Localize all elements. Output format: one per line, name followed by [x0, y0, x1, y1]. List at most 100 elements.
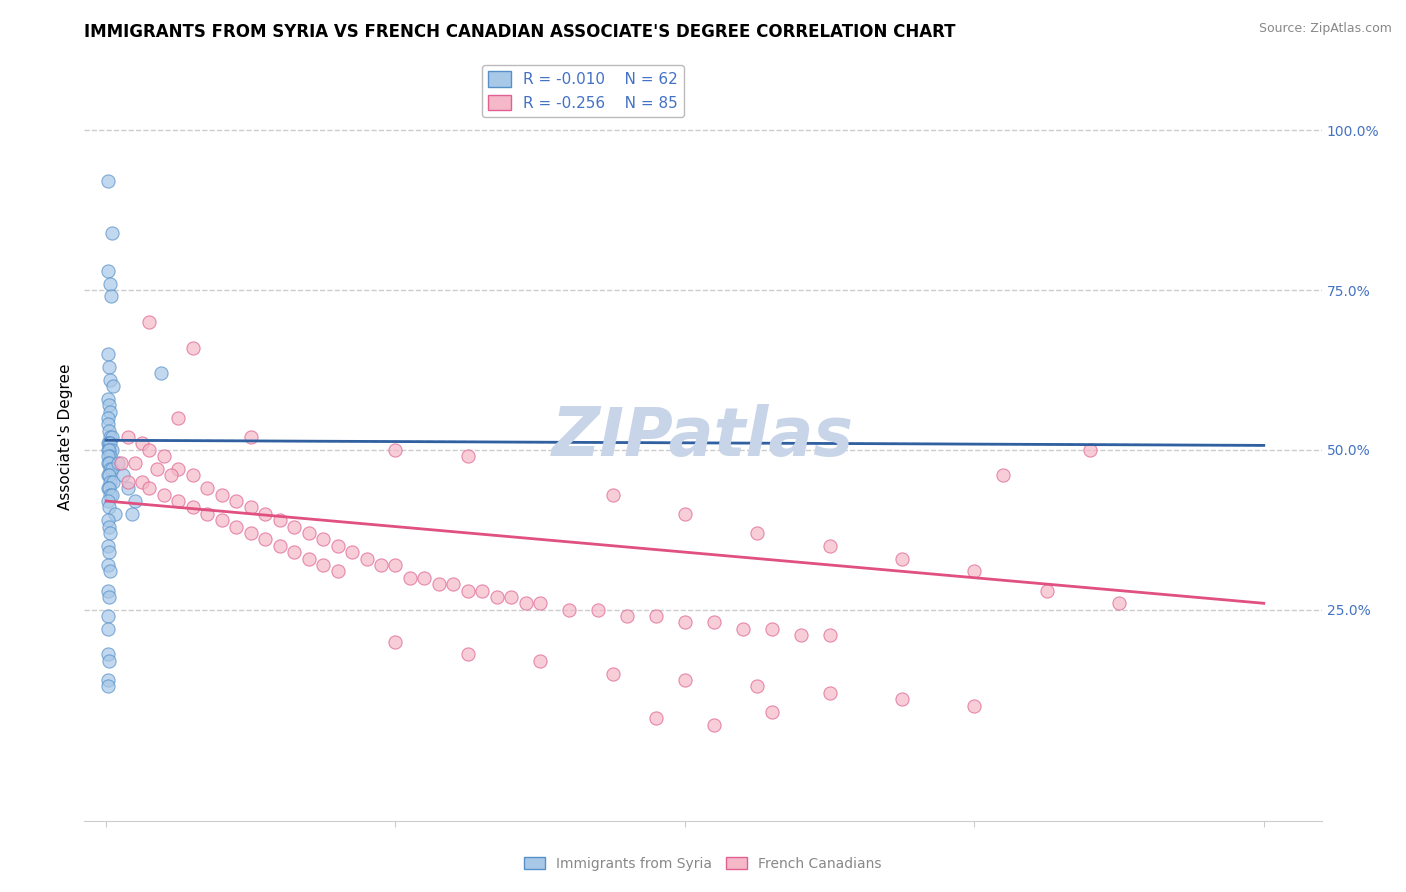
Point [167, 410, 190, 425]
Point [117, 481, 139, 495]
Point [515, 596, 537, 610]
Point [100, 526, 122, 541]
Point [100, 404, 122, 418]
Point [471, 583, 494, 598]
Point [399, 571, 422, 585]
Point [138, 315, 160, 329]
Point [101, 430, 124, 444]
Point [993, 468, 1015, 483]
Point [501, 590, 523, 604]
Y-axis label: Associate's Degree: Associate's Degree [58, 364, 73, 510]
Point [97, 468, 120, 483]
Point [131, 436, 153, 450]
Point [96, 264, 118, 278]
Point [818, 686, 841, 700]
Point [195, 481, 218, 495]
Point [673, 673, 696, 687]
Point [97, 424, 120, 438]
Point [283, 545, 305, 559]
Point [96, 680, 118, 694]
Point [96, 436, 118, 450]
Point [100, 450, 122, 464]
Point [101, 442, 124, 457]
Point [891, 551, 914, 566]
Point [602, 487, 624, 501]
Point [891, 692, 914, 706]
Point [97, 545, 120, 559]
Point [747, 526, 769, 541]
Point [96, 417, 118, 432]
Point [384, 442, 406, 457]
Point [298, 551, 321, 566]
Point [121, 507, 143, 521]
Point [703, 615, 725, 630]
Point [101, 226, 124, 240]
Point [96, 481, 118, 495]
Point [645, 711, 668, 725]
Point [100, 475, 122, 489]
Legend: Immigrants from Syria, French Canadians: Immigrants from Syria, French Canadians [519, 851, 887, 876]
Point [283, 519, 305, 533]
Point [312, 533, 335, 547]
Point [167, 494, 190, 508]
Point [150, 366, 173, 380]
Point [384, 558, 406, 572]
Point [97, 398, 120, 412]
Point [97, 436, 120, 450]
Point [124, 494, 146, 508]
Point [384, 634, 406, 648]
Point [97, 481, 120, 495]
Point [100, 487, 122, 501]
Point [239, 430, 262, 444]
Point [340, 545, 363, 559]
Point [100, 289, 122, 303]
Point [97, 609, 120, 624]
Point [963, 698, 986, 713]
Point [413, 571, 436, 585]
Point [96, 468, 118, 483]
Point [457, 648, 479, 662]
Point [110, 456, 132, 470]
Point [96, 347, 118, 361]
Point [731, 622, 754, 636]
Point [818, 539, 841, 553]
Point [97, 673, 120, 687]
Point [1035, 583, 1057, 598]
Point [529, 596, 551, 610]
Point [211, 513, 233, 527]
Point [1108, 596, 1130, 610]
Point [107, 456, 129, 470]
Point [818, 628, 841, 642]
Point [761, 622, 783, 636]
Point [131, 475, 153, 489]
Point [96, 539, 118, 553]
Point [153, 450, 176, 464]
Point [138, 481, 160, 495]
Point [100, 565, 122, 579]
Point [326, 539, 349, 553]
Legend: R = -0.010    N = 62, R = -0.256    N = 85: R = -0.010 N = 62, R = -0.256 N = 85 [482, 65, 683, 117]
Point [97, 174, 120, 188]
Point [269, 539, 291, 553]
Point [673, 507, 696, 521]
Point [673, 615, 696, 630]
Point [298, 526, 321, 541]
Point [269, 513, 291, 527]
Point [167, 462, 190, 476]
Point [101, 487, 124, 501]
Point [138, 442, 160, 457]
Point [153, 487, 176, 501]
Point [103, 379, 125, 393]
Point [616, 609, 638, 624]
Point [181, 341, 204, 355]
Point [98, 277, 121, 291]
Point [96, 442, 118, 457]
Point [96, 456, 118, 470]
Point [761, 705, 783, 719]
Point [181, 468, 204, 483]
Point [96, 558, 118, 572]
Text: Source: ZipAtlas.com: Source: ZipAtlas.com [1258, 22, 1392, 36]
Point [117, 430, 139, 444]
Point [97, 500, 120, 515]
Point [101, 462, 124, 476]
